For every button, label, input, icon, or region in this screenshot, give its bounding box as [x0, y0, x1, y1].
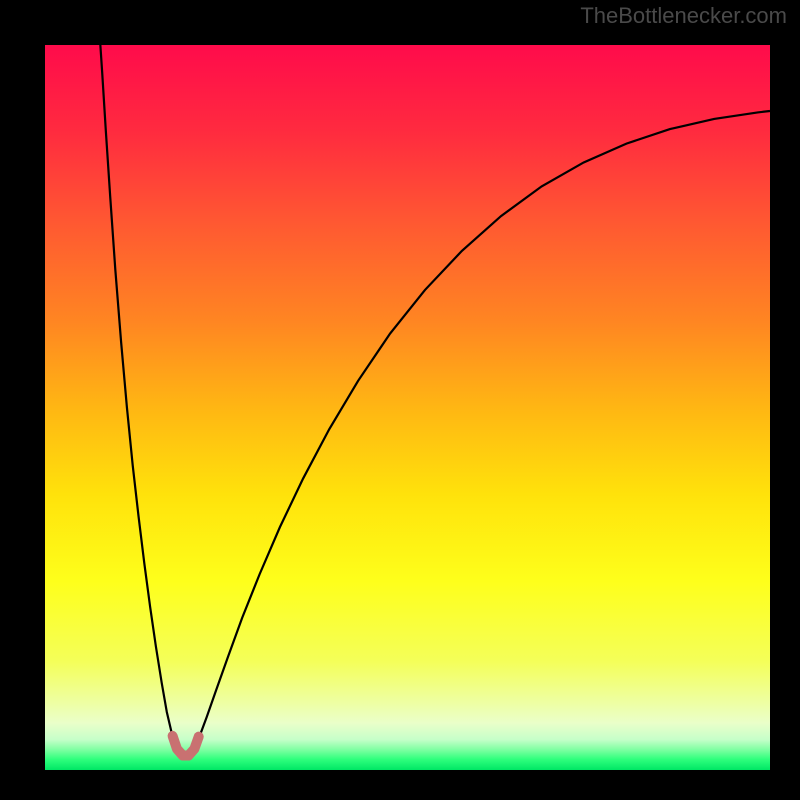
bottleneck-chart: TheBottlenecker.com — [0, 0, 800, 800]
chart-gradient-background — [45, 45, 770, 770]
chart-svg: TheBottlenecker.com — [0, 0, 800, 800]
watermark-label: TheBottlenecker.com — [580, 3, 787, 28]
